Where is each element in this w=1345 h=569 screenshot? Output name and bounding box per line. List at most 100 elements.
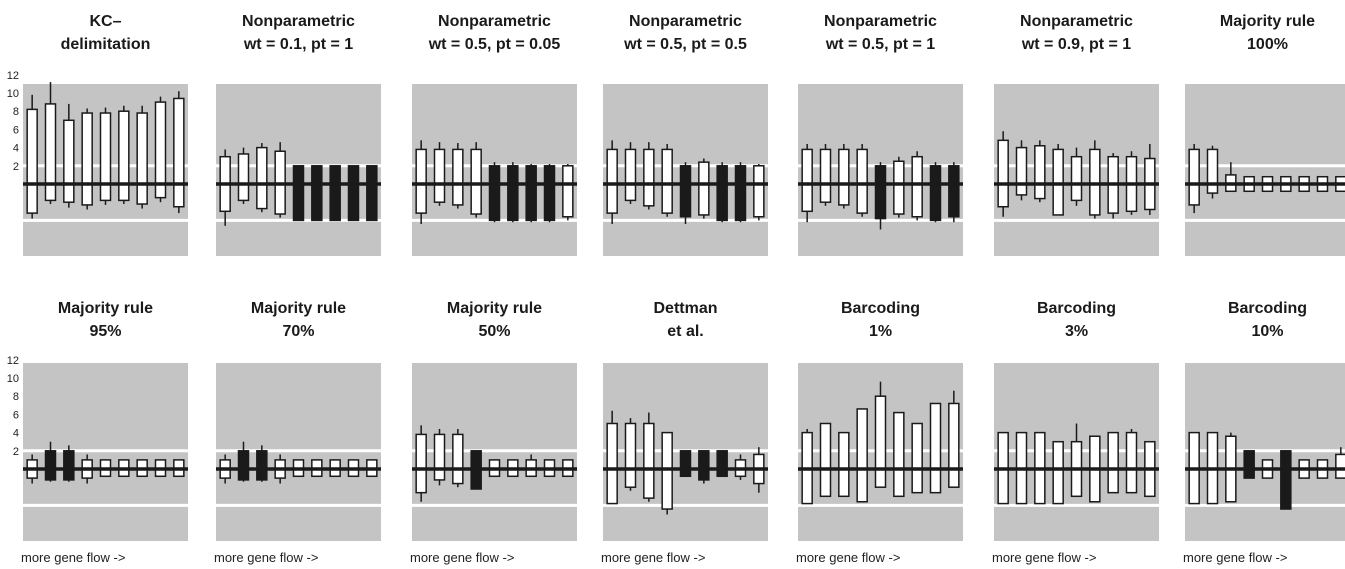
footer-label: more gene flow -> — [214, 550, 318, 565]
bar-open — [256, 146, 268, 210]
chart-panel: Nonparametric wt = 0.1, pt = 1 — [216, 13, 381, 256]
panel-title: et al. — [667, 323, 703, 340]
bar-open — [1034, 145, 1046, 200]
bar-open — [44, 103, 57, 202]
y-tick-label: 6 — [13, 409, 19, 421]
bar-open — [838, 148, 850, 206]
bar-open — [997, 139, 1009, 208]
bar-filled — [347, 165, 360, 222]
bar-open — [661, 431, 673, 510]
panel-title: 95% — [89, 323, 121, 340]
bar-open — [893, 160, 905, 215]
bar-filled — [1280, 450, 1292, 510]
bar-open — [1107, 431, 1119, 494]
bar-filled — [679, 165, 692, 218]
bar-filled — [256, 450, 268, 481]
bar-open — [643, 422, 655, 499]
bar-open — [643, 148, 655, 207]
bar-filled — [507, 165, 519, 222]
bar-open — [819, 148, 832, 203]
panel-title: 1% — [869, 323, 892, 340]
chart-panel: Majority rule 95% 2 4 6 8 10 12 more gene flow -… — [7, 300, 188, 565]
panel-title: Nonparametric — [1020, 13, 1133, 30]
panel-title: Nonparametric — [824, 13, 937, 30]
bar-open — [911, 422, 923, 494]
chart-panel: Majority rule 100% — [1185, 13, 1345, 256]
bar-open — [661, 148, 673, 214]
bar-filled — [698, 450, 710, 481]
y-tick-label: 2 — [13, 446, 19, 458]
bar-open — [624, 422, 637, 488]
y-tick-label: 10 — [7, 88, 19, 100]
bar-open — [81, 112, 93, 206]
panel-title: Nonparametric — [242, 13, 355, 30]
bar-open — [26, 108, 38, 214]
bar-filled — [543, 165, 556, 222]
bar-open — [154, 101, 167, 199]
panel-title: 70% — [282, 323, 314, 340]
bar-open — [118, 110, 130, 202]
bar-filled — [1243, 450, 1255, 479]
bar-open — [1070, 155, 1083, 202]
bar-open — [63, 119, 75, 203]
y-tick-label: 4 — [13, 428, 19, 440]
bar-filled — [734, 165, 747, 222]
panel-title: wt = 0.1, pt = 1 — [243, 36, 353, 53]
bar-open — [415, 148, 427, 214]
bar-open — [838, 431, 850, 498]
footer-label: more gene flow -> — [992, 550, 1096, 565]
bar-filled — [329, 165, 341, 222]
bar-filled — [237, 450, 250, 481]
bar-open — [911, 155, 923, 218]
y-tick-label: 6 — [13, 124, 19, 136]
bar-open — [1015, 146, 1028, 196]
y-tick-label: 8 — [13, 391, 19, 403]
panel-title: wt = 0.5, pt = 0.5 — [623, 36, 747, 53]
panel-title: wt = 0.9, pt = 1 — [1021, 36, 1131, 53]
bar-open — [856, 148, 868, 214]
bar-open — [1089, 148, 1101, 216]
bar-open — [606, 148, 618, 214]
bar-filled — [63, 450, 75, 481]
bar-open — [874, 395, 887, 488]
chart-panel: KC– delimitation 2 4 6 8 10 12 — [7, 13, 188, 256]
bar-open — [698, 161, 710, 216]
bar-open — [136, 112, 148, 205]
chart-panel: Nonparametric wt = 0.5, pt = 0.5 — [603, 13, 768, 256]
chart-panel: Nonparametric wt = 0.5, pt = 0.05 — [412, 13, 577, 256]
bar-open — [452, 148, 464, 206]
footer-label: more gene flow -> — [1183, 550, 1287, 565]
bar-open — [562, 165, 574, 218]
panel-title: Barcoding — [1037, 300, 1116, 317]
bar-open — [801, 148, 813, 213]
bar-open — [415, 433, 427, 494]
bar-filled — [716, 165, 728, 222]
chart-panel: Majority rule 50% more gene flow -> — [410, 300, 577, 565]
panel-title: 3% — [1065, 323, 1088, 340]
y-tick-label: 10 — [7, 373, 19, 385]
bar-open — [173, 97, 185, 208]
panel-title: Majority rule — [447, 300, 542, 317]
panel-title: Majority rule — [1220, 13, 1315, 30]
chart-panel: Dettman et al. more gene flow -> — [601, 300, 768, 565]
bar-filled — [948, 165, 960, 218]
panel-title: KC– — [89, 13, 121, 30]
bar-open — [433, 148, 446, 203]
bar-open — [753, 165, 765, 218]
bar-filled — [311, 165, 323, 222]
chart-panel: Nonparametric wt = 0.9, pt = 1 — [994, 13, 1159, 256]
panel-title: Dettman — [653, 300, 717, 317]
y-tick-label: 4 — [13, 143, 19, 155]
bar-open — [624, 148, 637, 202]
bar-open — [1052, 440, 1064, 505]
panel-title: wt = 0.5, pt = 1 — [825, 36, 935, 53]
footer-label: more gene flow -> — [410, 550, 514, 565]
bar-open — [856, 408, 868, 503]
y-tick-label: 12 — [7, 355, 19, 367]
y-tick-label: 12 — [7, 70, 19, 82]
bar-open — [99, 112, 112, 202]
panel-title: delimitation — [61, 36, 151, 53]
bar-open — [1206, 148, 1219, 194]
y-tick-label: 8 — [13, 106, 19, 118]
panel-title: Barcoding — [1228, 300, 1307, 317]
